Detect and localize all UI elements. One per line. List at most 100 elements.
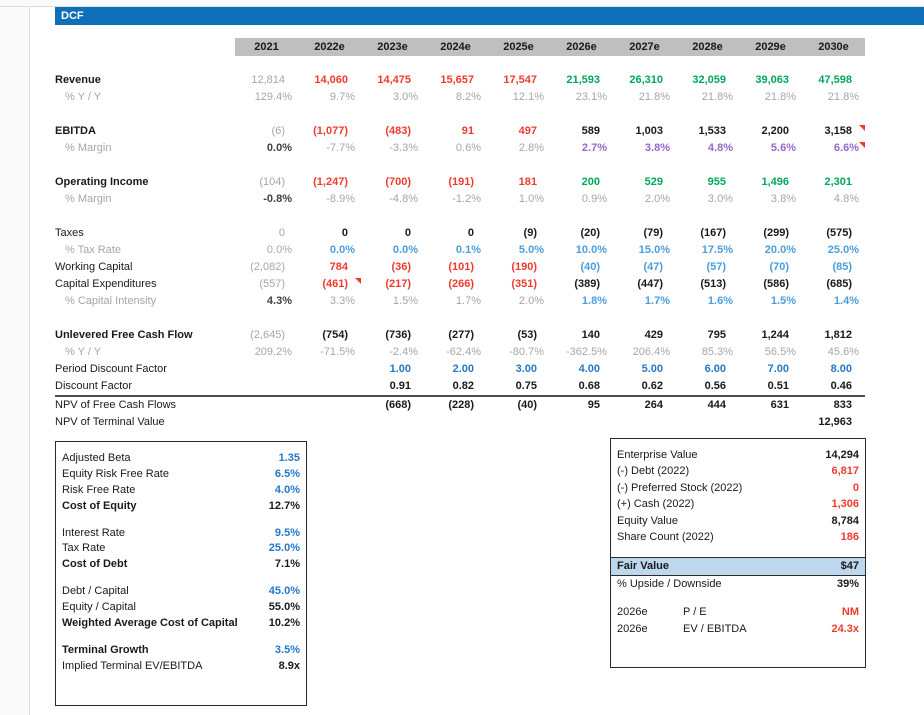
cell-revenue[interactable]: 15,657 xyxy=(440,74,474,86)
row-label-margin[interactable]: % Margin xyxy=(65,142,112,154)
cell-taxes[interactable]: 0 xyxy=(404,227,411,239)
cell-capital-expenditures[interactable]: (447) xyxy=(637,278,663,290)
row-label-revenue[interactable]: Revenue xyxy=(55,74,101,86)
cell-operating-income[interactable]: 955 xyxy=(707,176,726,188)
cell-ebitda[interactable]: 497 xyxy=(518,125,537,137)
cell-taxes[interactable]: 0 xyxy=(467,227,474,239)
cell-margin[interactable]: -3.3% xyxy=(389,142,418,154)
cell-ebitda[interactable]: (1,077) xyxy=(313,125,348,137)
cell-capital-intensity[interactable]: 1.8% xyxy=(581,295,607,307)
valuation-value-preferred-stock-2022[interactable]: 0 xyxy=(852,481,859,494)
wacc-label-tax-rate[interactable]: Tax Rate xyxy=(62,542,106,555)
valuation-label-2026e[interactable]: 2026e xyxy=(617,622,648,635)
cell-period-discount-factor[interactable]: 2.00 xyxy=(452,363,474,375)
cell-working-capital[interactable]: (2,082) xyxy=(250,261,285,273)
cell-unlevered-free-cash-flow[interactable]: (754) xyxy=(322,329,348,341)
cell-tax-rate[interactable]: 25.0% xyxy=(827,244,859,256)
year-header-2028e[interactable]: 2028e xyxy=(692,41,723,53)
cell-operating-income[interactable]: 200 xyxy=(581,176,600,188)
cell-revenue[interactable]: 39,063 xyxy=(755,74,789,86)
cell-revenue[interactable]: 14,475 xyxy=(377,74,411,86)
row-label-npv-of-free-cash-flows[interactable]: NPV of Free Cash Flows xyxy=(55,399,177,411)
cell-tax-rate[interactable]: 5.0% xyxy=(518,244,544,256)
cell-y-y[interactable]: 129.4% xyxy=(254,91,292,103)
cell-npv-of-terminal-value[interactable] xyxy=(739,414,802,431)
valuation-sublabel-ev-ebitda[interactable]: EV / EBITDA xyxy=(683,622,747,635)
cell-unlevered-free-cash-flow[interactable]: 429 xyxy=(644,329,663,341)
cell-capital-intensity[interactable]: 1.4% xyxy=(833,295,859,307)
cell-period-discount-factor[interactable] xyxy=(298,361,361,378)
cell-margin[interactable]: 0.0% xyxy=(266,142,292,154)
cell-margin[interactable]: 5.6% xyxy=(770,142,796,154)
year-header-2021[interactable]: 2021 xyxy=(254,41,279,53)
cell-margin[interactable]: -7.7% xyxy=(326,142,355,154)
cell-y-y[interactable]: 21.8% xyxy=(827,91,859,103)
cell-discount-factor[interactable]: 0.62 xyxy=(641,380,663,392)
cell-npv-of-free-cash-flows[interactable]: 95 xyxy=(587,399,600,411)
cell-operating-income[interactable]: (191) xyxy=(448,176,474,188)
cell-y-y[interactable]: 21.8% xyxy=(701,91,733,103)
row-label-y-y[interactable]: % Y / Y xyxy=(65,346,102,358)
cell-npv-of-terminal-value[interactable] xyxy=(487,414,550,431)
row-label-ebitda[interactable]: EBITDA xyxy=(55,125,96,137)
cell-capital-expenditures[interactable]: (389) xyxy=(574,278,600,290)
cell-npv-of-terminal-value[interactable] xyxy=(550,414,613,431)
cell-period-discount-factor[interactable]: 3.00 xyxy=(515,363,537,375)
valuation-value-cash-2022[interactable]: 1,306 xyxy=(831,498,859,511)
cell-margin[interactable]: 0.9% xyxy=(581,193,607,205)
wacc-value-weighted-average-cost-of-capital[interactable]: 10.2% xyxy=(268,617,300,630)
valuation-value-p-e[interactable]: NM xyxy=(841,606,859,619)
cell-capital-expenditures[interactable]: (217) xyxy=(385,278,411,290)
cell-unlevered-free-cash-flow[interactable]: 1,812 xyxy=(824,329,852,341)
cell-npv-of-terminal-value[interactable] xyxy=(424,414,487,431)
cell-y-y[interactable]: 56.5% xyxy=(764,346,796,358)
cell-period-discount-factor[interactable]: 8.00 xyxy=(830,363,852,375)
year-header-2030e[interactable]: 2030e xyxy=(818,41,849,53)
cell-npv-of-free-cash-flows[interactable]: 444 xyxy=(707,399,726,411)
cell-margin[interactable]: 1.0% xyxy=(518,193,544,205)
cell-revenue[interactable]: 32,059 xyxy=(692,74,726,86)
cell-capital-expenditures[interactable]: (351) xyxy=(511,278,537,290)
cell-working-capital[interactable]: (57) xyxy=(706,261,726,273)
cell-margin[interactable]: 6.6% xyxy=(802,140,865,157)
cell-period-discount-factor[interactable]: 1.00 xyxy=(389,363,411,375)
cell-period-discount-factor[interactable] xyxy=(235,361,298,378)
row-label-operating-income[interactable]: Operating Income xyxy=(55,176,149,188)
cell-y-y[interactable]: 21.8% xyxy=(638,91,670,103)
cell-margin[interactable]: 2.7% xyxy=(581,142,607,154)
cell-y-y[interactable]: 12.1% xyxy=(512,91,544,103)
cell-y-y[interactable]: -71.5% xyxy=(320,346,355,358)
wacc-label-interest-rate[interactable]: Interest Rate xyxy=(62,526,125,539)
cell-working-capital[interactable]: (47) xyxy=(643,261,663,273)
cell-margin[interactable]: 0.6% xyxy=(455,142,481,154)
cell-revenue[interactable]: 21,593 xyxy=(566,74,600,86)
year-header-2024e[interactable]: 2024e xyxy=(440,41,471,53)
cell-revenue[interactable]: 47,598 xyxy=(818,74,852,86)
cell-npv-of-terminal-value[interactable]: 12,963 xyxy=(818,416,852,428)
cell-capital-expenditures[interactable]: (557) xyxy=(259,278,285,290)
cell-discount-factor[interactable]: 0.51 xyxy=(767,380,789,392)
cell-working-capital[interactable]: (36) xyxy=(391,261,411,273)
row-label-taxes[interactable]: Taxes xyxy=(55,227,84,239)
wacc-label-weighted-average-cost-of-capital[interactable]: Weighted Average Cost of Capital xyxy=(62,617,238,630)
cell-margin[interactable]: 4.8% xyxy=(833,193,859,205)
cell-discount-factor[interactable] xyxy=(298,378,361,395)
cell-margin[interactable]: 3.0% xyxy=(707,193,733,205)
cell-margin[interactable]: 3.8% xyxy=(770,193,796,205)
cell-tax-rate[interactable]: 0.0% xyxy=(329,244,355,256)
valuation-label-debt-2022[interactable]: (-) Debt (2022) xyxy=(617,465,690,478)
wacc-label-risk-free-rate[interactable]: Risk Free Rate xyxy=(62,483,136,496)
cell-unlevered-free-cash-flow[interactable]: 795 xyxy=(707,329,726,341)
cell-npv-of-terminal-value[interactable] xyxy=(361,414,424,431)
cell-period-discount-factor[interactable]: 6.00 xyxy=(704,363,726,375)
valuation-sublabel-p-e[interactable]: P / E xyxy=(683,606,707,619)
cell-working-capital[interactable]: (40) xyxy=(580,261,600,273)
cell-discount-factor[interactable]: 0.82 xyxy=(452,380,474,392)
year-header-2026e[interactable]: 2026e xyxy=(566,41,597,53)
cell-capital-expenditures[interactable]: (685) xyxy=(826,278,852,290)
cell-capital-intensity[interactable]: 1.6% xyxy=(707,295,733,307)
cell-capital-intensity[interactable]: 1.5% xyxy=(392,295,418,307)
wacc-label-terminal-growth[interactable]: Terminal Growth xyxy=(62,643,149,656)
cell-unlevered-free-cash-flow[interactable]: (53) xyxy=(517,329,537,341)
cell-taxes[interactable]: 0 xyxy=(341,227,348,239)
